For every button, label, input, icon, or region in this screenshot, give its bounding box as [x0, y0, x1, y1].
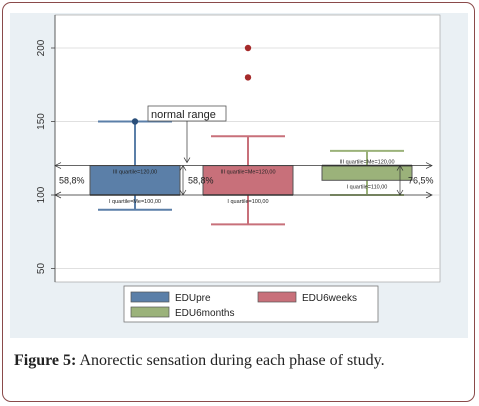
quartile-label: I quartile=110,00 — [347, 184, 388, 190]
arrow-head-down — [183, 157, 191, 164]
arrow-head-left — [54, 191, 62, 199]
y-tick-label: 50 — [36, 263, 47, 275]
percentage-label: 76,5% — [408, 175, 434, 185]
legend-label: EDU6weeks — [302, 293, 357, 304]
arrow-head-down — [396, 189, 404, 196]
caption-label: Figure 5: — [14, 352, 77, 369]
quartile-label: I quartile=100,00 — [227, 199, 268, 205]
arrow-head-right — [425, 191, 433, 199]
outlier-point — [131, 118, 139, 125]
box-1 — [89, 165, 181, 196]
legend-label: EDU6months — [175, 308, 234, 319]
normal-range-label: normal range — [151, 109, 216, 121]
percentage-label: 58,8% — [59, 175, 85, 185]
arrow-head-left — [54, 162, 62, 169]
box-2 — [202, 165, 294, 196]
quartile-label: I quartile=Me=100,00 — [109, 199, 161, 205]
percentage-label: 58,8% — [188, 175, 214, 185]
outlier-point — [244, 44, 252, 52]
arrow-head-up — [396, 164, 404, 171]
arrow-head-right — [425, 162, 433, 169]
quartile-label: III quartile=Me=120,00 — [339, 160, 394, 166]
figure-caption: Figure 5: Anorectic sensation during eac… — [14, 352, 464, 370]
legend-swatch — [257, 291, 297, 303]
caption-text: Anorectic sensation during each phase of… — [76, 352, 385, 369]
arrow-head-down — [179, 189, 187, 196]
quartile-label: III quartile=Me=120,00 — [220, 170, 275, 176]
y-tick-label: 100 — [36, 186, 47, 203]
legend-swatch — [130, 306, 170, 318]
y-tick-label: 200 — [36, 39, 47, 56]
legend-label: EDUpre — [175, 293, 211, 304]
y-tick-label: 150 — [36, 113, 47, 130]
arrow-head-up — [179, 164, 187, 171]
outlier-point — [244, 74, 252, 81]
legend-swatch — [130, 291, 170, 303]
box-plot-chart: 50 100 150 200 58,8% 76,5% 58,8% normal range II… — [36, 14, 441, 323]
figure-frame — [2, 2, 475, 402]
quartile-label: III quartile=120,00 — [113, 170, 157, 176]
